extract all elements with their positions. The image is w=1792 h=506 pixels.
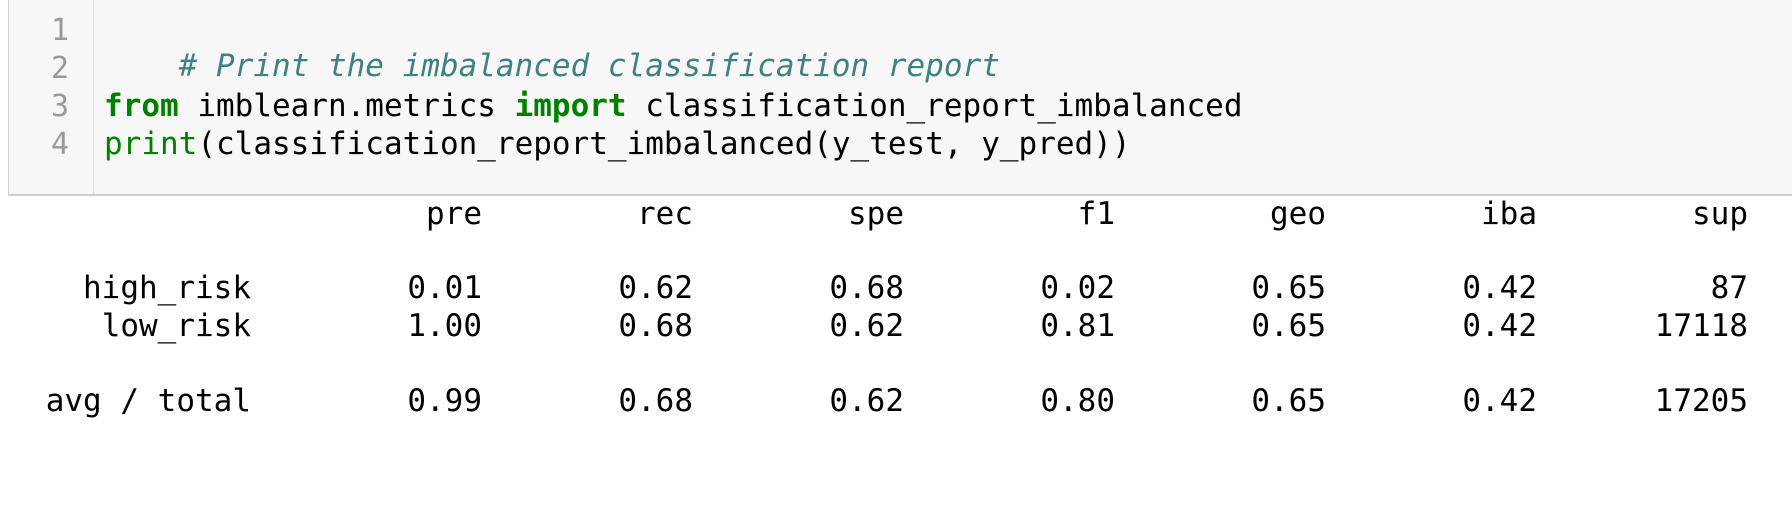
print-arguments: (classification_report_imbalanced(y_test…: [197, 126, 1131, 162]
table-cell: 0.81: [1040, 308, 1115, 344]
table-cell: 0.68: [829, 270, 904, 306]
header-sup: sup: [1692, 196, 1748, 232]
code-cell[interactable]: 1 2 3 4 # Print the imbalanced classific…: [8, 0, 1792, 196]
code-line-4[interactable]: print(classification_report_imbalanced(y…: [104, 126, 1131, 162]
table-cell: 0.99: [407, 383, 482, 419]
header-pre: pre: [426, 196, 482, 232]
table-cell: 1.00: [407, 308, 482, 344]
keyword-import: import: [514, 88, 627, 124]
code-comment: # Print the imbalanced classification re…: [178, 48, 1000, 84]
table-cell: 0.68: [618, 308, 693, 344]
table-cell: 0.42: [1462, 270, 1537, 306]
table-cell: 0.62: [829, 308, 904, 344]
line-number: 4: [50, 127, 69, 162]
table-cell: 0.62: [829, 383, 904, 419]
table-cell: 87: [1710, 270, 1748, 306]
code-line-3[interactable]: from imblearn.metrics import classificat…: [104, 88, 1243, 124]
builtin-print: print: [104, 126, 198, 162]
code-line-1[interactable]: # Print the imbalanced classification re…: [104, 12, 1000, 120]
table-cell: 0.65: [1251, 383, 1326, 419]
row-label-avg-total: avg / total: [45, 383, 251, 419]
line-number-gutter: 1 2 3 4: [9, 0, 94, 194]
table-cell: 0.01: [407, 270, 482, 306]
imported-function: classification_report_imbalanced: [626, 88, 1243, 124]
row-label-low-risk: low_risk: [101, 308, 251, 344]
table-cell: 0.42: [1462, 383, 1537, 419]
row-label-high-risk: high_risk: [83, 270, 251, 306]
table-cell: 17118: [1654, 308, 1748, 344]
table-cell: 0.42: [1462, 308, 1537, 344]
table-cell: 0.62: [618, 270, 693, 306]
header-rec: rec: [637, 196, 693, 232]
table-cell: 0.80: [1040, 383, 1115, 419]
header-f1: f1: [1077, 196, 1115, 232]
keyword-from: from: [104, 88, 179, 124]
module-name: imblearn.metrics: [178, 88, 515, 124]
line-number: 2: [50, 51, 69, 86]
line-number: 1: [50, 13, 69, 48]
line-number: 3: [50, 89, 69, 124]
cell-output: pre rec spe f1 geo iba sup high_risk 0.0…: [0, 196, 1792, 506]
table-cell: 0.65: [1251, 270, 1326, 306]
table-cell: 0.02: [1040, 270, 1115, 306]
header-spe: spe: [848, 196, 904, 232]
table-cell: 0.68: [618, 383, 693, 419]
table-cell: 17205: [1654, 383, 1748, 419]
table-cell: 0.65: [1251, 308, 1326, 344]
header-geo: geo: [1270, 196, 1326, 232]
header-iba: iba: [1481, 196, 1537, 232]
